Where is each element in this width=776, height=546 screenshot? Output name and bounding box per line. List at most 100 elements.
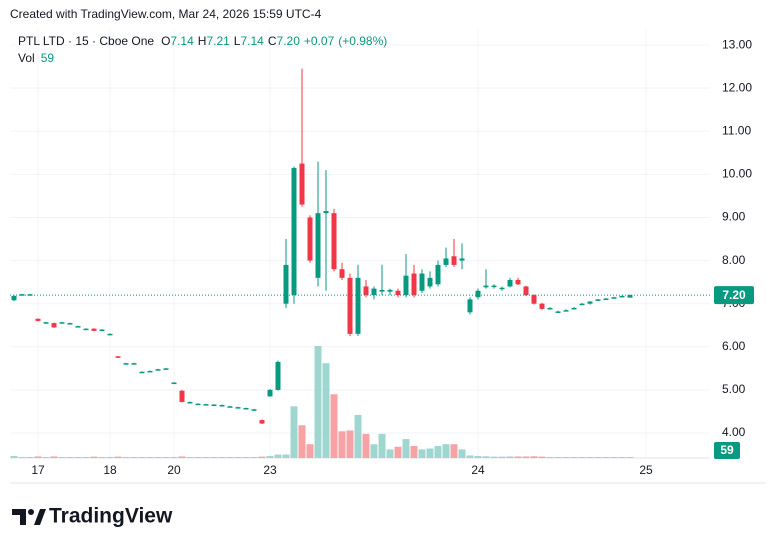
- candle-body: [499, 287, 505, 290]
- x-tick-label: 20: [167, 463, 181, 477]
- volume-bar: [474, 455, 482, 458]
- volume-bar: [338, 431, 346, 458]
- volume-bar: [178, 456, 186, 458]
- candle-body: [67, 323, 73, 325]
- candle-body: [475, 290, 481, 298]
- volume-bar: [82, 456, 90, 458]
- c-label: C: [268, 34, 277, 48]
- candle-body: [323, 211, 329, 214]
- candle-body: [491, 285, 497, 288]
- volume-bar: [50, 456, 58, 458]
- candle-body: [579, 303, 585, 306]
- volume-bar: [58, 456, 66, 458]
- volume-bar: [522, 456, 530, 458]
- volume-bar: [290, 406, 298, 458]
- volume-bar: [258, 456, 266, 458]
- candle-body: [51, 323, 57, 328]
- volume-bar: [426, 448, 434, 458]
- volume-bar: [122, 456, 130, 458]
- volume-bar: [434, 445, 442, 458]
- x-tick-label: 24: [471, 463, 485, 477]
- candle-body: [171, 382, 177, 385]
- volume-bar: [554, 456, 562, 458]
- volume-bar: [346, 430, 354, 458]
- legend: PTL LTD · 15 · Cboe One O7.14 H7.21 L7.14 C7…: [18, 34, 387, 48]
- candle-body: [243, 408, 249, 410]
- volume-bar: [274, 454, 282, 458]
- candle-body: [195, 403, 201, 406]
- volume-bar: [570, 456, 578, 458]
- vol-legend: Vol 59: [18, 51, 54, 65]
- volume-bar: [626, 456, 634, 458]
- volume-bar: [482, 456, 490, 458]
- candle-body: [155, 369, 161, 371]
- brand: TradingView: [49, 505, 173, 528]
- change-pct: (+0.98%): [338, 34, 387, 48]
- volume-bar: [26, 456, 34, 458]
- candle-body: [99, 329, 105, 332]
- candle-body: [515, 279, 521, 285]
- volume-bar: [34, 456, 42, 458]
- candle-body: [411, 273, 417, 296]
- candle-body: [187, 401, 193, 404]
- candle-body: [611, 297, 617, 299]
- candle-body: [123, 363, 129, 365]
- candle-body: [547, 308, 553, 310]
- volume-bar: [130, 456, 138, 458]
- volume-bar: [330, 394, 338, 458]
- candle-body: [139, 371, 145, 374]
- volume-bar: [218, 456, 226, 458]
- candle-body: [387, 289, 393, 292]
- vol-label: Vol: [18, 51, 35, 65]
- volume-bar: [514, 456, 522, 458]
- candle-body: [619, 295, 625, 298]
- y-tick-label: 13.00: [722, 37, 752, 51]
- candle-body: [539, 303, 545, 309]
- candle-body: [507, 279, 513, 287]
- volume-bar: [90, 456, 98, 458]
- change: +0.07: [304, 34, 335, 48]
- x-tick-label: 23: [263, 463, 277, 477]
- candle-body: [59, 322, 65, 324]
- volume-bar: [450, 444, 458, 458]
- volume-bar: [314, 346, 322, 458]
- volume-bar: [610, 456, 618, 458]
- candle-body: [339, 269, 345, 278]
- candle-body: [603, 298, 609, 301]
- volume-bar: [442, 444, 450, 458]
- low: 7.14: [240, 34, 264, 48]
- volume-bar: [170, 456, 178, 458]
- open: 7.14: [170, 34, 194, 48]
- candle-body: [35, 318, 41, 321]
- y-tick-label: 11.00: [722, 123, 751, 137]
- volume-bar: [194, 456, 202, 458]
- candle-body: [371, 288, 377, 296]
- volume-bar: [602, 456, 610, 458]
- volume-bar: [370, 444, 378, 458]
- volume-bar: [10, 455, 18, 458]
- volume-bar: [42, 456, 50, 458]
- volume-bar: [562, 456, 570, 458]
- volume-bar: [362, 433, 370, 458]
- volume-bar: [186, 456, 194, 458]
- candle-body: [451, 256, 457, 265]
- volume-marker-label: 59: [720, 443, 734, 457]
- volume-bar: [234, 456, 242, 458]
- y-tick-label: 12.00: [722, 80, 752, 94]
- volume-bar: [322, 363, 330, 458]
- candle-body: [219, 404, 225, 407]
- volume-bar: [226, 456, 234, 458]
- volume-bar: [530, 456, 538, 458]
- high: 7.21: [206, 34, 230, 48]
- candle-body: [203, 404, 209, 406]
- candle-body: [419, 273, 425, 291]
- candle-body: [595, 299, 601, 301]
- volume-bar: [298, 425, 306, 458]
- l-label: L: [234, 34, 241, 48]
- x-tick-label: 17: [31, 463, 45, 477]
- volume-bar: [98, 456, 106, 458]
- volume-bar: [114, 456, 122, 458]
- vol-value: 59: [41, 51, 55, 65]
- candle-body: [627, 295, 633, 298]
- candle-body: [147, 370, 153, 373]
